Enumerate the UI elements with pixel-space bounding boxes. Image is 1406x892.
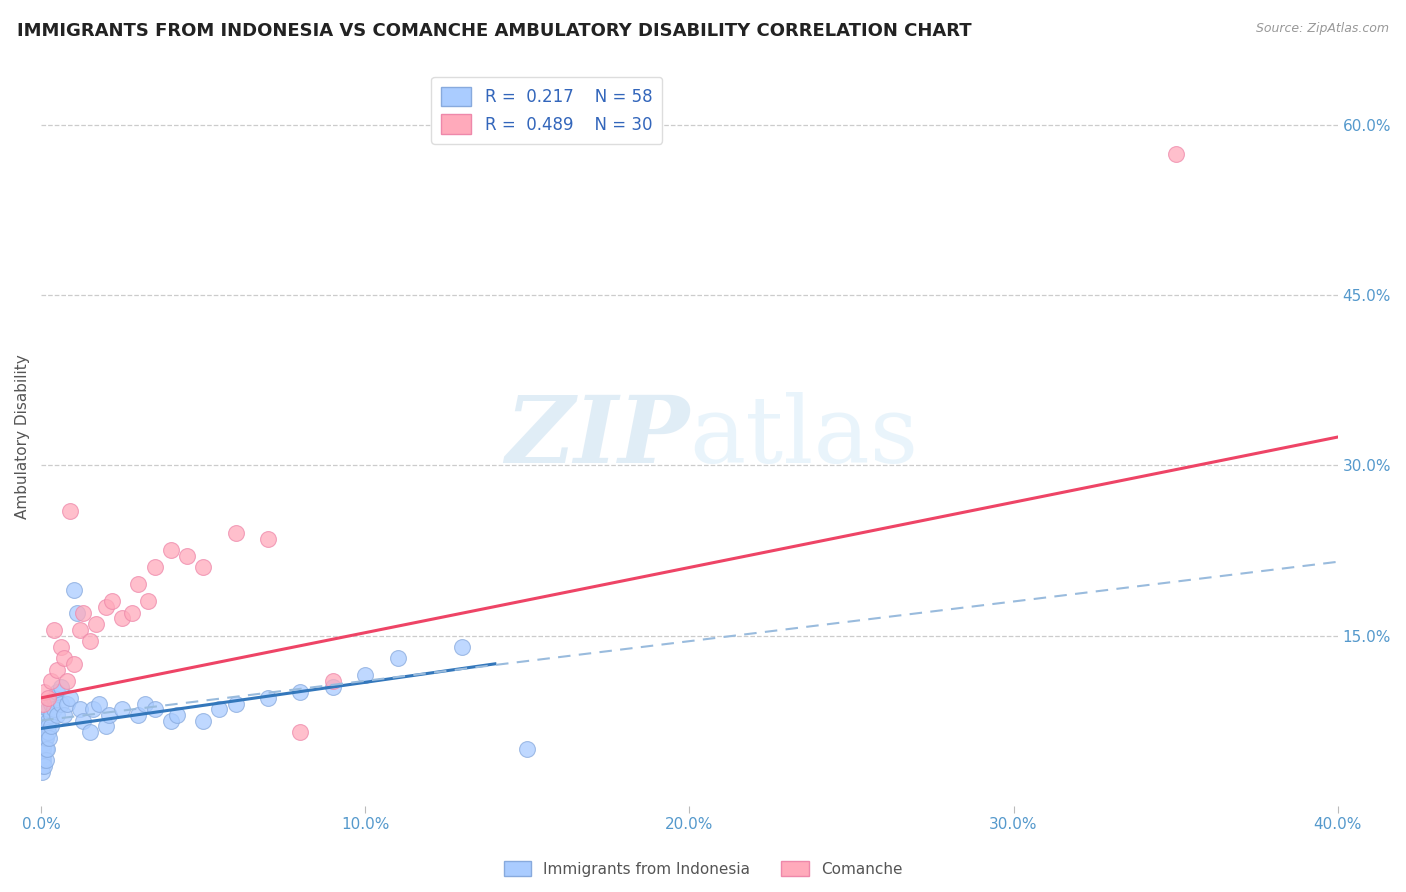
Point (354, 668, 377, 682)
Point (31, 753, 53, 767)
Point (84, 617, 107, 632)
Point (516, 742, 538, 756)
Point (31, 697, 53, 711)
Point (72, 714, 94, 728)
Point (46, 685, 69, 699)
Y-axis label: Ambulatory Disability: Ambulatory Disability (15, 355, 30, 519)
Point (34, 719, 56, 733)
Point (143, 560, 166, 574)
Point (46, 663, 69, 677)
Point (42, 690, 65, 705)
Point (134, 697, 156, 711)
Point (42, 623, 65, 637)
Point (257, 532, 280, 546)
Point (32, 759, 55, 773)
Point (37, 702, 59, 716)
Text: IMMIGRANTS FROM INDONESIA VS COMANCHE AMBULATORY DISABILITY CORRELATION CHART: IMMIGRANTS FROM INDONESIA VS COMANCHE AM… (17, 22, 972, 40)
Point (111, 611, 134, 625)
Point (56, 673, 79, 688)
Point (37, 725, 59, 739)
Point (62, 657, 84, 671)
Point (101, 594, 124, 608)
Text: ZIP: ZIP (505, 392, 689, 482)
Point (94, 719, 117, 733)
Point (451, 640, 474, 654)
Point (98, 707, 121, 722)
Point (35, 753, 58, 767)
Point (31, 747, 53, 762)
Point (49, 640, 72, 654)
Point (39, 697, 62, 711)
Point (257, 690, 280, 705)
Point (49, 680, 72, 694)
Point (193, 560, 215, 574)
Point (1164, 146, 1187, 161)
Point (37, 714, 59, 728)
Point (159, 714, 181, 728)
Point (208, 702, 231, 716)
Point (46, 707, 69, 722)
Point (34, 736, 56, 750)
Point (31, 764, 53, 779)
Point (34, 731, 56, 745)
Point (79, 634, 101, 648)
Point (56, 697, 79, 711)
Point (387, 651, 409, 665)
Point (49, 697, 72, 711)
Point (127, 707, 149, 722)
Point (290, 685, 312, 699)
Point (69, 702, 91, 716)
Point (39, 707, 62, 722)
Point (39, 673, 62, 688)
Point (79, 725, 101, 739)
Point (35, 742, 58, 756)
Point (34, 685, 56, 699)
Text: Source: ZipAtlas.com: Source: ZipAtlas.com (1256, 22, 1389, 36)
Point (121, 606, 143, 620)
Point (111, 702, 134, 716)
Point (193, 714, 215, 728)
Point (225, 526, 247, 541)
Point (32, 742, 55, 756)
Point (225, 697, 247, 711)
Legend: R =  0.217    N = 58, R =  0.489    N = 30: R = 0.217 N = 58, R = 0.489 N = 30 (432, 77, 662, 144)
Point (94, 600, 117, 615)
Point (176, 549, 198, 563)
Point (31, 759, 53, 773)
Legend: Immigrants from Indonesia, Comanche: Immigrants from Indonesia, Comanche (496, 853, 910, 884)
Point (59, 690, 82, 705)
Point (127, 577, 149, 591)
Point (34, 742, 56, 756)
Point (72, 606, 94, 620)
Point (69, 623, 91, 637)
Point (39, 719, 62, 733)
Point (32, 753, 55, 767)
Point (89, 697, 111, 711)
Point (35, 731, 58, 745)
Point (38, 731, 60, 745)
Point (143, 702, 166, 716)
Point (34, 714, 56, 728)
Point (37, 719, 59, 733)
Point (34, 725, 56, 739)
Point (42, 702, 65, 716)
Point (62, 583, 84, 598)
Point (59, 504, 82, 518)
Point (322, 673, 344, 688)
Point (136, 594, 159, 608)
Point (290, 725, 312, 739)
Point (37, 690, 59, 705)
Point (166, 707, 188, 722)
Point (82, 702, 104, 716)
Point (52, 707, 75, 722)
Point (322, 680, 344, 694)
Point (52, 651, 75, 665)
Point (66, 606, 89, 620)
Text: atlas: atlas (689, 392, 918, 482)
Point (159, 543, 181, 558)
